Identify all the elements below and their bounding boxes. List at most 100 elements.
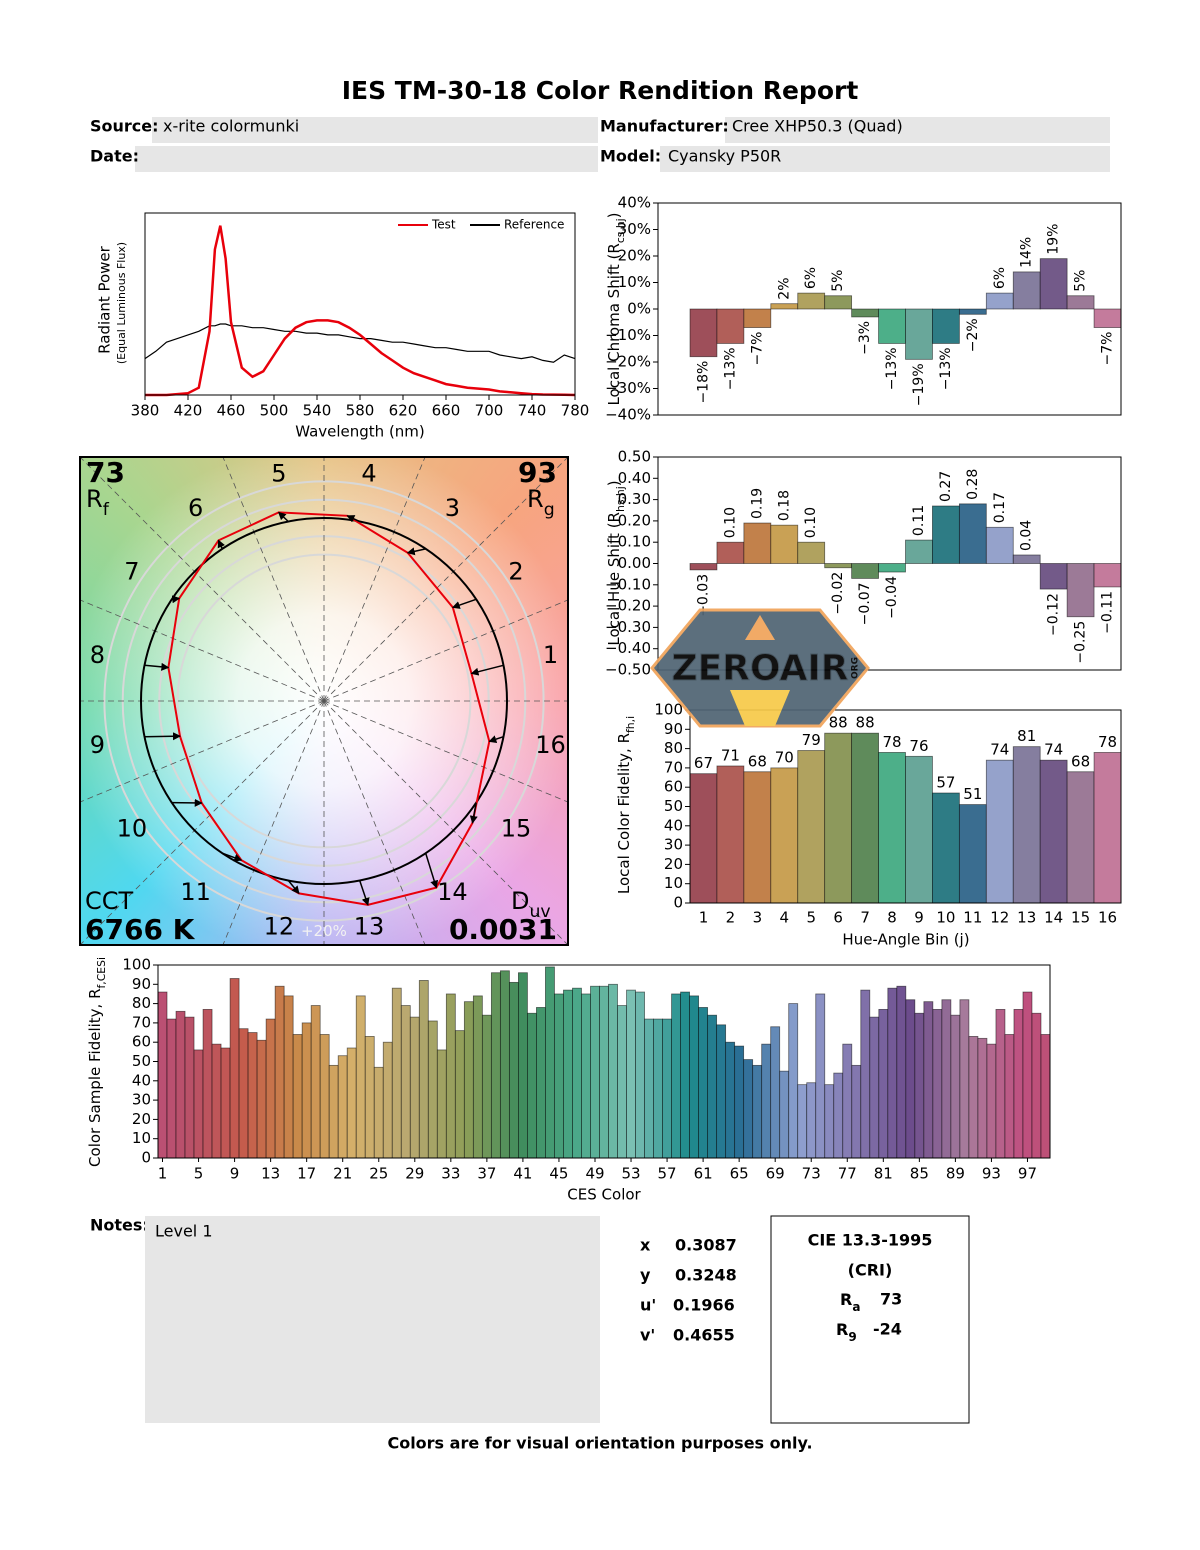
- bar: [788, 1003, 799, 1159]
- cvg-sector-line: [323, 457, 568, 702]
- bar: [337, 1055, 348, 1159]
- y-tick-label: 0: [141, 1149, 151, 1167]
- cvg-arrow: [171, 595, 181, 604]
- x-tick-label: 37: [477, 1165, 496, 1183]
- y-tick-label: −30%: [605, 379, 651, 397]
- notes-text: Level 1: [155, 1222, 213, 1241]
- legend-label: Reference: [504, 218, 564, 232]
- x-tick-label: 7: [860, 909, 870, 927]
- cri-symbol: Ra: [840, 1290, 860, 1314]
- bar: [1012, 746, 1041, 904]
- value-label: 51: [963, 785, 982, 803]
- bar: [680, 991, 690, 1159]
- bar: [878, 752, 906, 904]
- bar: [716, 765, 745, 904]
- y-tick-label: 10: [132, 1129, 151, 1147]
- y-tick-label: 90: [664, 720, 683, 738]
- x-tick-label: 97: [1018, 1165, 1037, 1183]
- plot-frame: [157, 964, 1051, 1159]
- bar: [445, 993, 456, 1159]
- bar: [202, 1008, 213, 1159]
- value-label: 5%: [830, 270, 846, 292]
- cvg-arrow: [488, 735, 504, 743]
- bar: [851, 308, 879, 318]
- notes-box: [145, 1216, 600, 1423]
- bar: [761, 1043, 772, 1159]
- x-tick-label: 4: [780, 909, 790, 927]
- bar: [806, 1082, 817, 1159]
- cvg-bin-label: 16: [535, 731, 566, 759]
- bar: [824, 1084, 835, 1159]
- bar: [1012, 271, 1041, 310]
- cvg-sector-line: [80, 599, 325, 702]
- coord-value: 0.4655: [673, 1326, 735, 1345]
- bar: [689, 308, 718, 358]
- value-label: 78: [1098, 733, 1117, 751]
- value-label: 68: [1071, 752, 1090, 770]
- x-tick-label: 69: [766, 1165, 785, 1183]
- x-tick-label: 93: [982, 1165, 1001, 1183]
- y-tick-label: 40%: [618, 194, 651, 212]
- logo-text: ZEROAIR: [671, 648, 848, 689]
- bar: [896, 985, 907, 1159]
- bar: [878, 308, 906, 344]
- x-tick-label: 6: [833, 909, 843, 927]
- bar: [689, 563, 718, 571]
- bar: [770, 767, 799, 904]
- bar: [932, 308, 960, 344]
- value-label: −13%: [938, 347, 954, 390]
- x-tick-label: 57: [658, 1165, 677, 1183]
- y-tick-label: −0.20: [605, 597, 651, 615]
- bar: [985, 292, 1014, 310]
- coord-value: 0.3087: [675, 1236, 737, 1255]
- x-tick-label: 17: [297, 1165, 316, 1183]
- cvg-ring: [103, 480, 545, 922]
- cvg-bin-label: 1: [543, 641, 558, 669]
- value-label: 0.28: [965, 469, 981, 500]
- value-label: 0.19: [749, 488, 765, 519]
- bar: [995, 1008, 1006, 1159]
- value-label: 79: [802, 731, 821, 749]
- bar: [689, 773, 718, 904]
- value-label: 5%: [1073, 270, 1089, 292]
- value-label: 6%: [992, 267, 1008, 289]
- bar: [536, 1007, 546, 1159]
- y-axis-label: (Equal Luminous Flux): [115, 242, 128, 364]
- field-box: [135, 146, 598, 172]
- bar: [905, 308, 933, 360]
- bar: [743, 522, 772, 564]
- x-tick-label: 73: [802, 1165, 821, 1183]
- duv-label-main: D: [511, 887, 529, 915]
- symbol: R: [836, 1320, 848, 1339]
- bar: [716, 541, 745, 564]
- cvg-arrow: [287, 880, 300, 895]
- x-tick-label: 420: [174, 402, 203, 420]
- x-axis-label: Wavelength (nm): [295, 423, 425, 441]
- value-label: 74: [990, 741, 1009, 759]
- value-label: −3%: [857, 321, 873, 355]
- logo-peak: [745, 615, 775, 640]
- bar: [418, 980, 429, 1159]
- x-tick-label: 5: [194, 1165, 204, 1183]
- bar: [644, 1018, 654, 1159]
- value-label: −13%: [884, 347, 900, 390]
- bar: [572, 987, 582, 1159]
- bar: [364, 1036, 375, 1159]
- value-label: 67: [694, 754, 713, 772]
- x-tick-label: 21: [333, 1165, 352, 1183]
- x-tick-label: 13: [1017, 909, 1036, 927]
- y-axis-label-after: ): [605, 212, 623, 218]
- bar: [527, 1012, 537, 1159]
- bar: [725, 1041, 736, 1159]
- cvg-bin-label: 13: [354, 913, 385, 941]
- y-tick-label: 40: [664, 816, 683, 834]
- x-tick-label: 3: [753, 909, 763, 927]
- bar: [184, 1016, 195, 1159]
- bar: [1039, 258, 1068, 310]
- y-tick-label: 80: [132, 994, 151, 1012]
- bar: [770, 524, 799, 564]
- y-axis-label: Local Chroma Shift (Rcs,hj): [605, 212, 627, 405]
- value-label: 0.18: [776, 490, 792, 521]
- bar: [608, 983, 618, 1159]
